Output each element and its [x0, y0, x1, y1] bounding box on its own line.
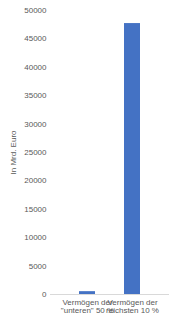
- svg-text:40000: 40000: [24, 63, 47, 72]
- svg-text:0: 0: [42, 290, 47, 299]
- html-text:"unteren" 50 %: "unteren" 50 %: [60, 306, 115, 316]
- html-text:Vermögen der: Vermögen der: [62, 298, 113, 308]
- svg-text:35000: 35000: [24, 91, 47, 100]
- svg-text:5000: 5000: [29, 262, 47, 271]
- svg-text:25000: 25000: [24, 148, 47, 157]
- svg-text:Vermögen derreichsten 10 %: Vermögen derreichsten 10 %: [106, 298, 159, 315]
- svg-text:45000: 45000: [24, 34, 47, 43]
- svg-text:50000: 50000: [24, 6, 47, 15]
- svg-text:In Mrd. Euro: In Mrd. Euro: [9, 130, 18, 175]
- svg-text:30000: 30000: [24, 120, 47, 129]
- svg-text:10000: 10000: [24, 233, 47, 242]
- svg-text:15000: 15000: [24, 205, 47, 214]
- svg-text:20000: 20000: [24, 176, 47, 185]
